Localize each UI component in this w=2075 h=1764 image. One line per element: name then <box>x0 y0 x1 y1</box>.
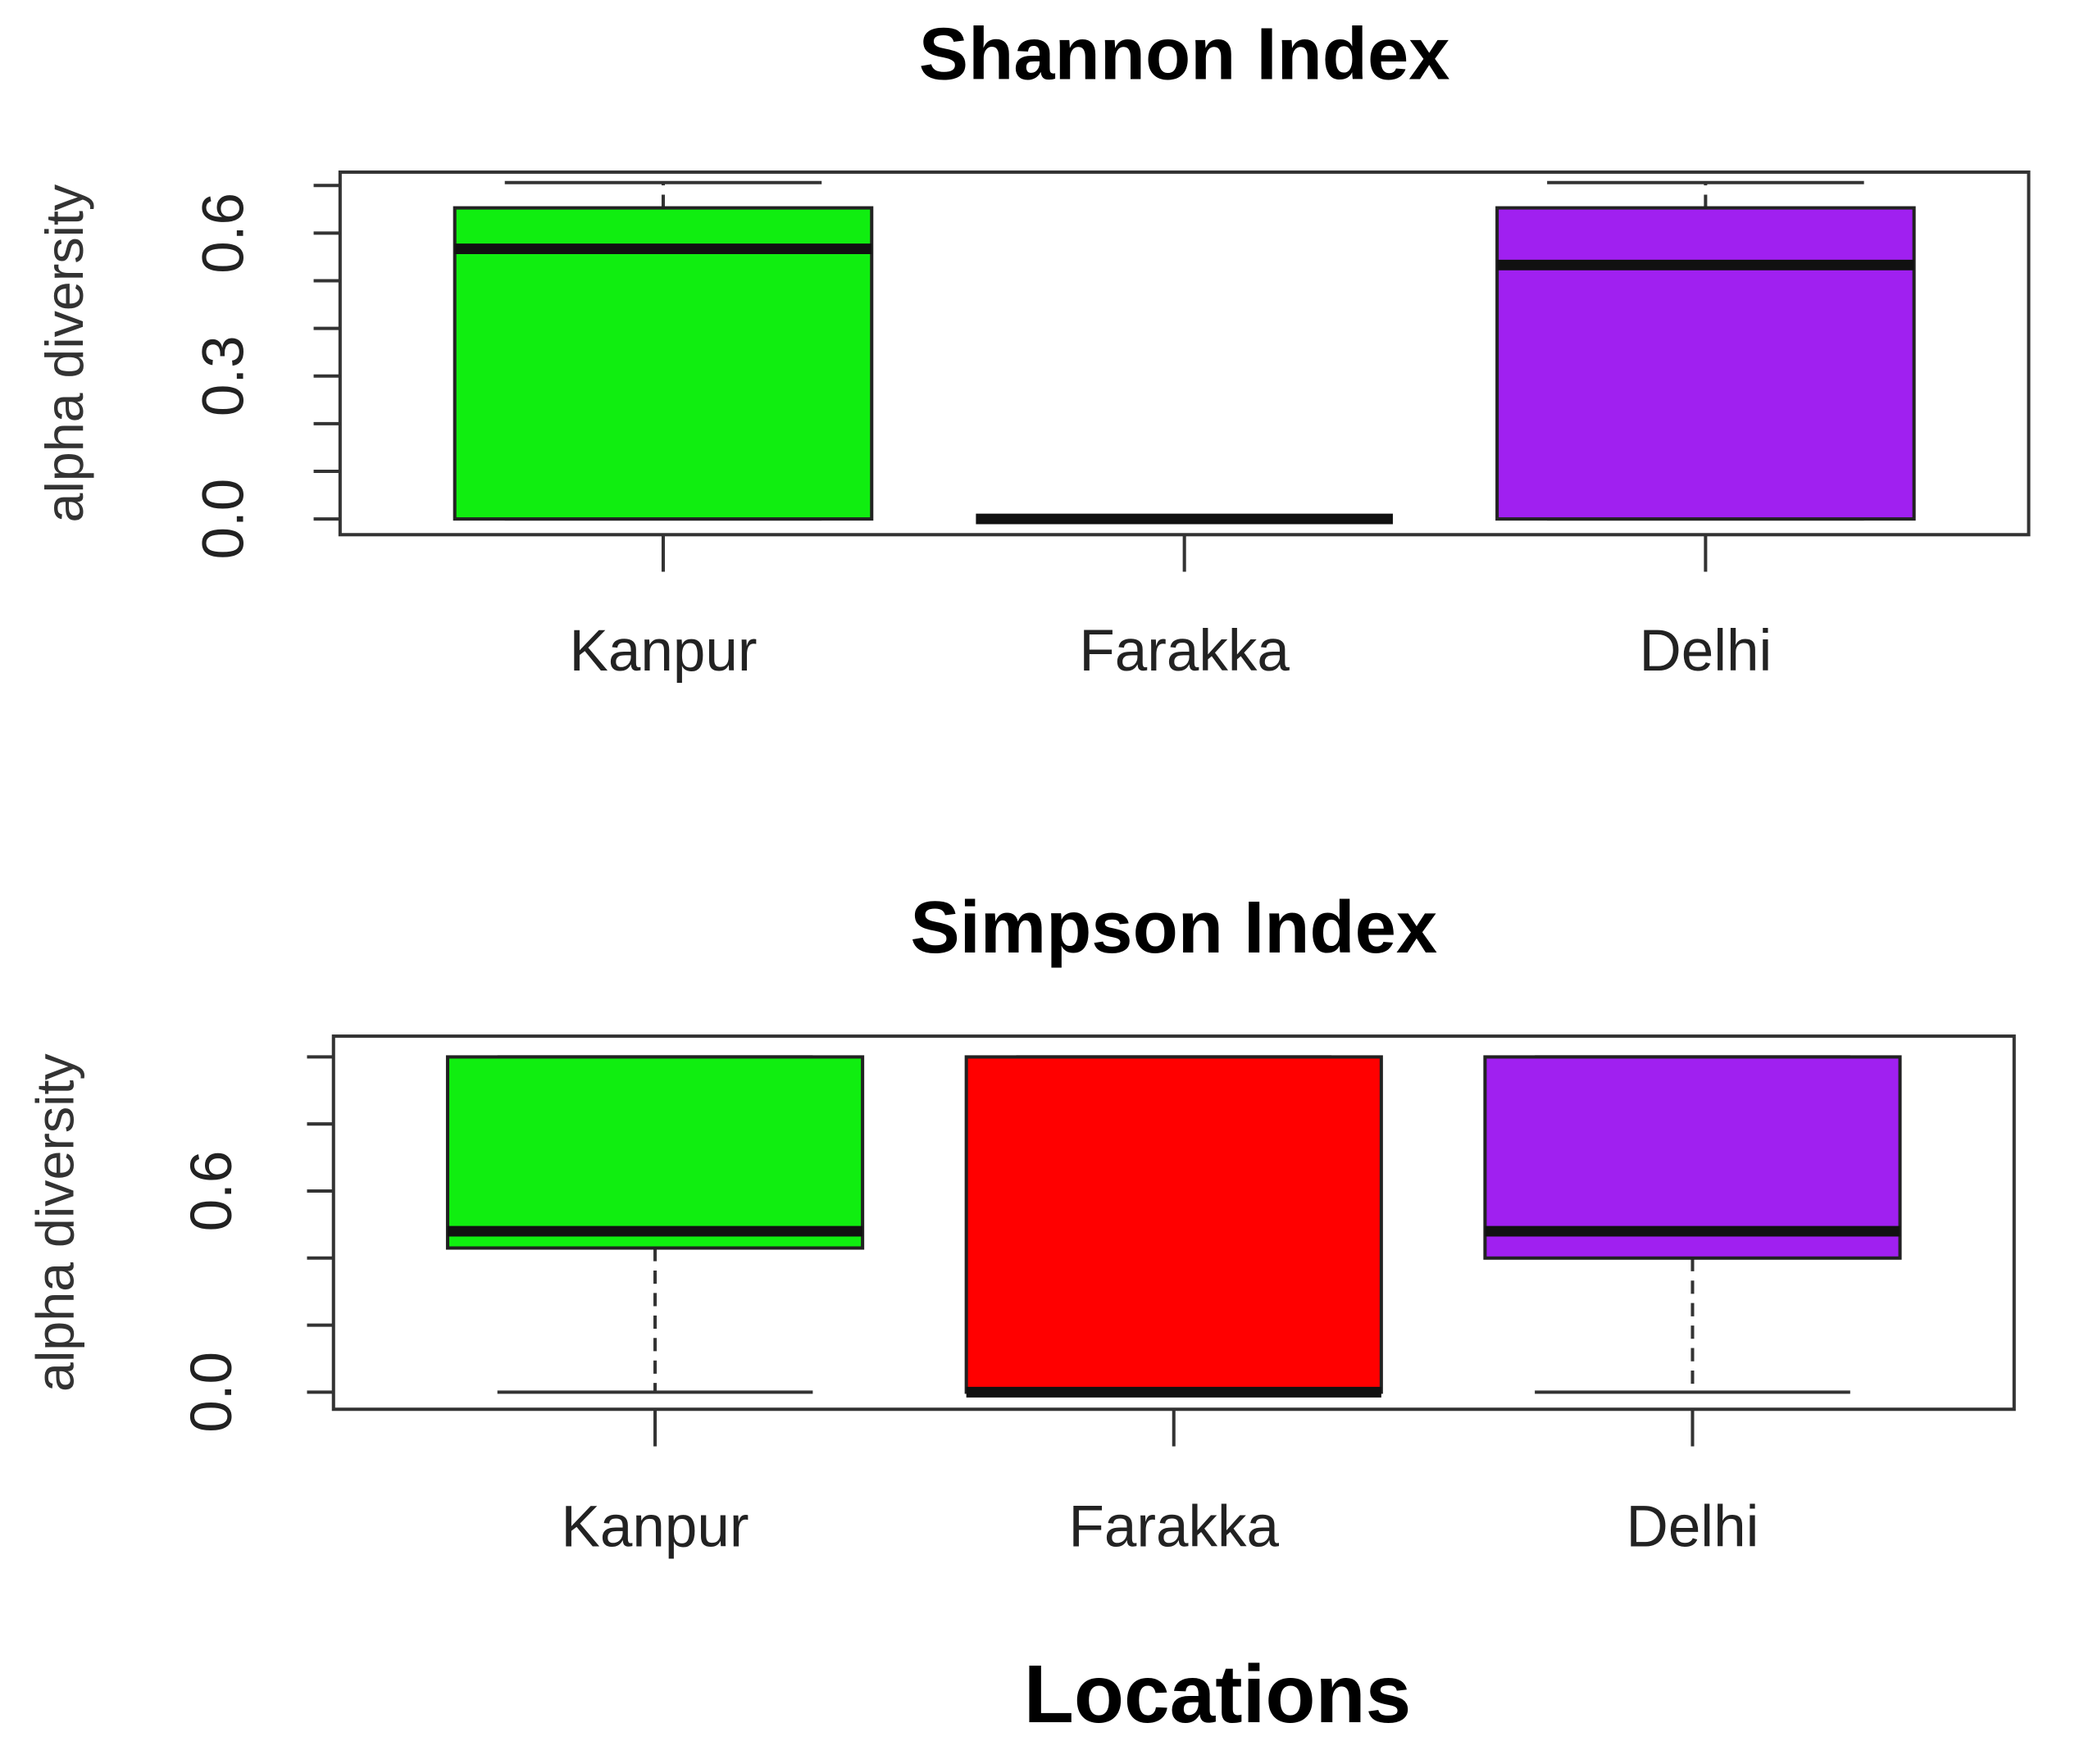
y-tick-label: 0.0 <box>180 1352 244 1433</box>
y-tick-label: 0.0 <box>191 479 256 560</box>
box <box>1495 206 1916 521</box>
y-tick-label: 0.6 <box>180 1151 244 1232</box>
x-tick-label: Kanpur <box>562 1495 749 1560</box>
box <box>445 1055 865 1250</box>
chart-title: Shannon Index <box>919 13 1450 96</box>
chart-title: Simpson Index <box>910 886 1437 969</box>
x-tick-label: Kanpur <box>569 619 757 684</box>
x-tick-label: Farakka <box>1068 1495 1279 1560</box>
x-tick-label: Delhi <box>1639 619 1772 684</box>
y-tick-label: 0.3 <box>191 335 256 416</box>
box <box>1483 1055 1902 1260</box>
y-tick-label: 0.6 <box>191 193 256 274</box>
x-axis-label: Locations <box>1024 1648 1412 1740</box>
box <box>964 1055 1383 1394</box>
x-tick-label: Delhi <box>1627 1495 1759 1560</box>
box <box>453 206 874 521</box>
y-axis-label: alpha diversity <box>26 1053 85 1392</box>
y-axis-label: alpha diversity <box>35 184 94 522</box>
x-tick-label: Farakka <box>1079 619 1290 684</box>
